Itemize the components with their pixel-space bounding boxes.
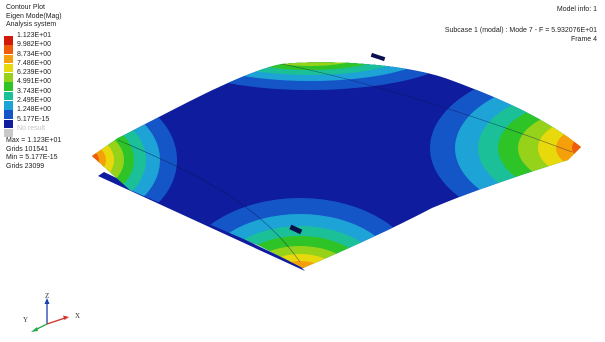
shell-hole-bottom bbox=[289, 224, 303, 235]
legend-value: 6.239E+00 bbox=[17, 69, 52, 77]
contour-corner-top bbox=[160, 62, 460, 90]
model-info: Model info: 1 bbox=[556, 6, 597, 13]
legend-swatch bbox=[4, 110, 13, 119]
legend-value: 1.123E+01 bbox=[17, 32, 52, 39]
legend-value: 5.177E-15 bbox=[17, 115, 50, 123]
result-stats: Max = 1.123E+01 Grids 101541 Min = 5.177… bbox=[6, 137, 61, 171]
legend-swatch bbox=[4, 36, 13, 45]
legend-swatch bbox=[4, 101, 13, 110]
legend-swatch bbox=[4, 128, 13, 138]
legend-value: 9.982E+00 bbox=[17, 41, 52, 49]
no-result-label: No result bbox=[17, 124, 46, 132]
system-label: Analysis system bbox=[6, 21, 57, 28]
legend-swatch bbox=[4, 73, 13, 82]
subcase-info: Model info: 1 Subcase 1 (modal) : Mode 7… bbox=[445, 5, 597, 44]
subcase-label: Subcase 1 (modal) : Mode 7 - F = 5.93207… bbox=[444, 27, 597, 34]
triad-x-label: X bbox=[75, 312, 81, 320]
legend-swatch bbox=[4, 45, 13, 54]
frame-label: Frame 4 bbox=[570, 36, 597, 43]
max-grid: Grids 101541 bbox=[6, 145, 49, 153]
legend-swatch bbox=[4, 63, 13, 73]
shell-hole-top bbox=[370, 52, 386, 62]
plot-info: Contour Plot Eigen Mode(Mag) Analysis sy… bbox=[6, 4, 62, 30]
axis-triad: Z Y X bbox=[15, 292, 90, 337]
legend-value: 4.991E+00 bbox=[17, 78, 52, 86]
triad-y-label: Y bbox=[23, 316, 29, 324]
min-grid: Grids 23099 bbox=[6, 162, 45, 170]
legend-value: 1.248E+00 bbox=[17, 106, 52, 114]
contour-bands bbox=[92, 62, 581, 268]
legend-swatch bbox=[4, 54, 13, 64]
legend-swatch bbox=[4, 91, 13, 101]
triad-z-label: Z bbox=[45, 292, 50, 300]
legend-value: 3.743E+00 bbox=[17, 87, 52, 95]
legend-swatch bbox=[4, 82, 13, 91]
legend-swatch bbox=[4, 119, 13, 129]
triad-icon bbox=[31, 298, 69, 332]
min-value: Min = 5.177E-15 bbox=[6, 154, 58, 162]
plot-type-label: Contour Plot bbox=[6, 4, 45, 11]
result-type-label: Eigen Mode(Mag) bbox=[6, 12, 62, 20]
legend-value: 2.495E+00 bbox=[17, 97, 52, 105]
legend-value: 8.734E+00 bbox=[17, 50, 52, 58]
max-value: Max = 1.123E+01 bbox=[6, 137, 62, 144]
legend-value: 7.486E+00 bbox=[17, 59, 52, 67]
